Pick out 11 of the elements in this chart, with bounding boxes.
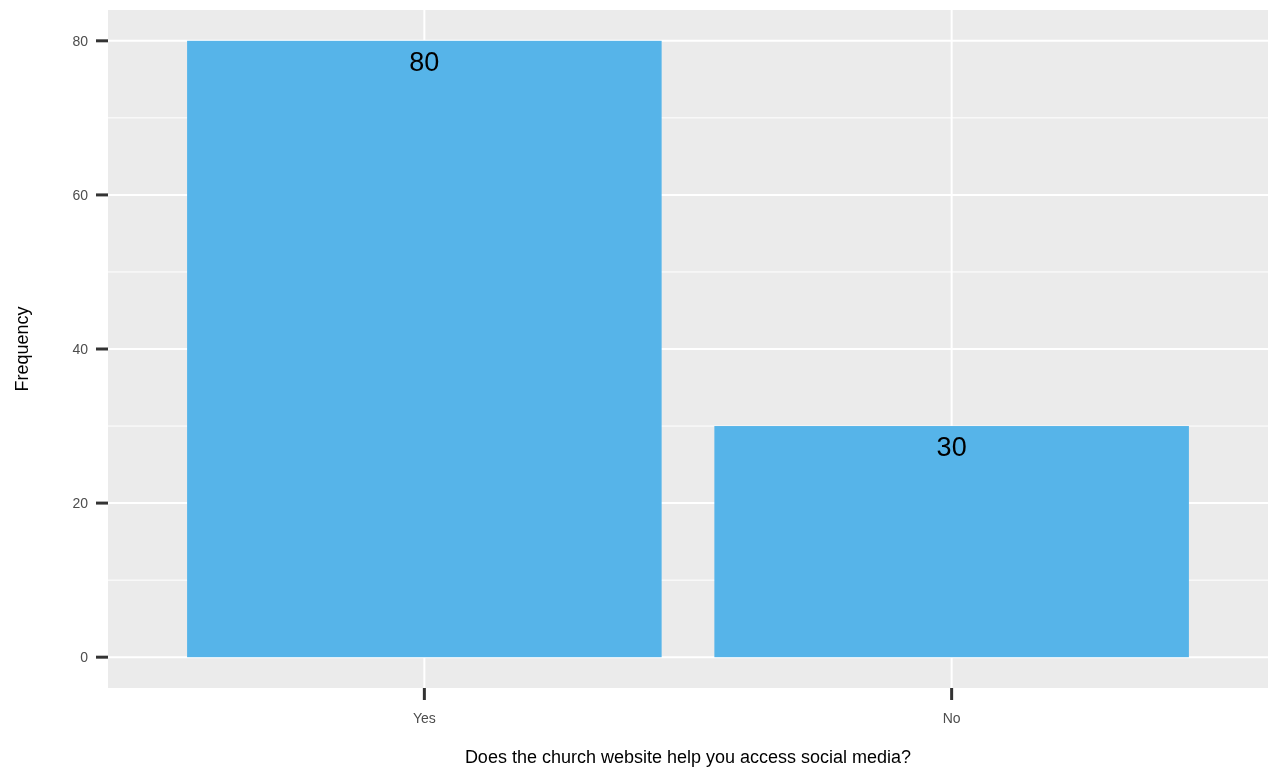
y-tick-label: 0	[80, 649, 89, 666]
data-label: 30	[936, 432, 967, 463]
y-tick-label: 40	[72, 340, 89, 357]
data-label: 80	[409, 46, 440, 77]
x-tick-label: Yes	[412, 710, 436, 726]
x-axis-title: Does the church website help you access social media?	[464, 747, 912, 767]
y-tick-label: 80	[72, 32, 89, 49]
x-tick-label: No	[942, 710, 961, 726]
y-tick-label: 60	[72, 186, 89, 203]
y-tick-label: 20	[72, 494, 89, 511]
y-axis-title: Frequency	[12, 306, 32, 392]
